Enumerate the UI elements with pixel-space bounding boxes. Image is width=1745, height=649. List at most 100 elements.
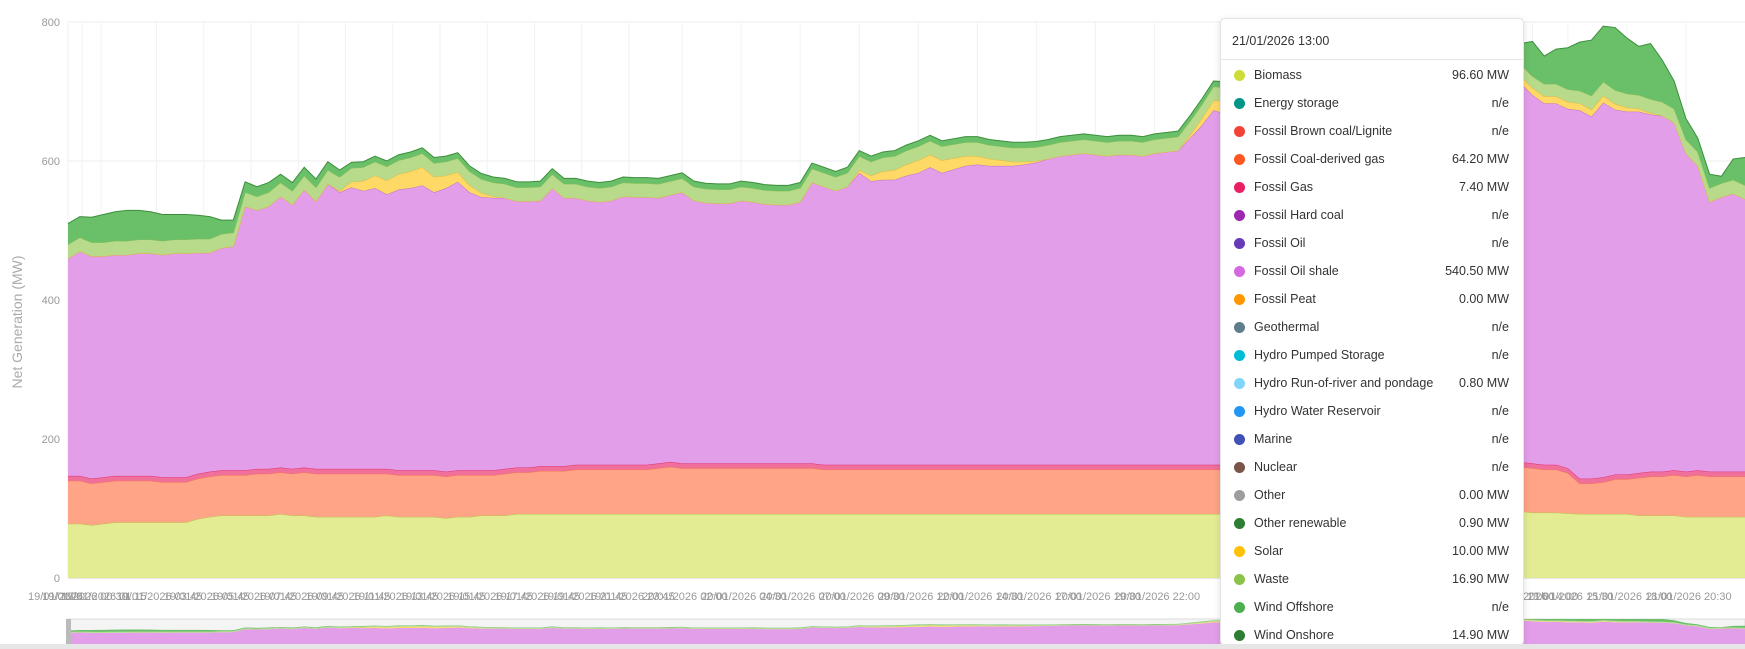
navigator-solar (68, 619, 1745, 633)
x-tick-label: 19/01/2026 01:15 (61, 591, 147, 603)
tooltip-row: Energy storage n/e (1221, 88, 1523, 116)
tooltip-row: Other 0.00 MW (1221, 480, 1523, 508)
tooltip-series-name: Fossil Brown coal/Lignite (1254, 124, 1393, 138)
tooltip: 21/01/2026 13:00 Biomass 96.60 MW Energy s… (1220, 18, 1524, 646)
tooltip-series-name: Fossil Oil shale (1254, 264, 1339, 278)
tooltip-series-name: Wind Offshore (1254, 600, 1334, 614)
tooltip-row: Wind Onshore 14.90 MW (1221, 620, 1523, 645)
x-tick-label: 20/01/2026 17:00 (996, 591, 1082, 603)
tooltip-series-value: 0.00 MW (1458, 292, 1509, 306)
area-waste (68, 64, 1745, 259)
legend-dot-icon (1234, 630, 1245, 641)
tooltip-series-name: Energy storage (1254, 96, 1339, 110)
x-tick-label: 20/01/2026 19:30 (1055, 591, 1141, 603)
tooltip-series-value: 64.20 MW (1452, 152, 1509, 166)
navigator-wind-onshore (68, 619, 1745, 632)
navigator-waste (68, 619, 1745, 633)
x-tick-label: 20/01/2026 12:00 (878, 591, 964, 603)
x-tick-label: 19/01/2026 23:45 (589, 591, 675, 603)
x-tick-label: 19/01/2026 00:30 (42, 591, 128, 603)
x-tick-label: 19/01/2026 15:45 (400, 591, 486, 603)
y-tick-label: 600 (42, 156, 60, 168)
legend-dot-icon (1234, 210, 1245, 221)
x-tick-label: 20/01/2026 09:30 (819, 591, 905, 603)
tooltip-row: Solar 10.00 MW (1221, 536, 1523, 564)
tooltip-series-value: n/e (1491, 208, 1509, 222)
legend-dot-icon (1234, 518, 1245, 529)
y-tick-label: 800 (42, 17, 60, 29)
tooltip-row: Wind Offshore n/e (1221, 592, 1523, 620)
legend-dot-icon (1234, 574, 1245, 585)
tooltip-series-name: Solar (1254, 544, 1284, 558)
tooltip-series-name: Other renewable (1254, 516, 1347, 530)
tooltip-series-value: 7.40 MW (1458, 180, 1509, 194)
y-tick-label: 0 (54, 573, 60, 585)
tooltip-row: Fossil Oil n/e (1221, 228, 1523, 256)
area-wind-onshore (68, 26, 1745, 245)
x-tick-label: 19/01/2026 09:45 (258, 591, 344, 603)
legend-dot-icon (1234, 294, 1245, 305)
y-axis: 0 200 400 600 800 (42, 17, 60, 585)
legend-dot-icon (1234, 266, 1245, 277)
x-tick-label: 20/01/2026 07:00 (760, 591, 846, 603)
navigator-handle-left[interactable] (66, 619, 71, 644)
y-axis-label: Net Generation (MW) (9, 255, 25, 388)
tooltip-series-name: Other (1254, 488, 1286, 502)
tooltip-row: Other renewable 0.90 MW (1221, 508, 1523, 536)
x-tick-label: 20/01/2026 22:00 (1115, 591, 1201, 603)
tooltip-series-value: n/e (1491, 432, 1509, 446)
x-tick-label: 19/01/2026 07:45 (211, 591, 297, 603)
legend-dot-icon (1234, 490, 1245, 501)
tooltip-series-value: 14.90 MW (1452, 628, 1509, 642)
tooltip-rows: Biomass 96.60 MW Energy storage n/e Fossil B… (1221, 60, 1523, 645)
legend-dot-icon (1234, 602, 1245, 613)
x-tick-label: 19/01/2026 21:45 (542, 591, 628, 603)
tooltip-row: Hydro Run-of-river and pondage 0.80 MW (1221, 368, 1523, 396)
tooltip-series-name: Hydro Pumped Storage (1254, 348, 1385, 362)
tooltip-series-name: Fossil Coal-derived gas (1254, 152, 1385, 166)
tooltip-row: Biomass 96.60 MW (1221, 60, 1523, 88)
legend-dot-icon (1234, 126, 1245, 137)
legend-dot-icon (1234, 98, 1245, 109)
tooltip-series-value: n/e (1491, 348, 1509, 362)
scrollbar-track[interactable] (0, 644, 1745, 649)
legend-dot-icon (1234, 182, 1245, 193)
tooltip-row: Nuclear n/e (1221, 452, 1523, 480)
x-tick-label: 21/01/2026 20:30 (1646, 591, 1732, 603)
tooltip-row: Fossil Brown coal/Lignite n/e (1221, 116, 1523, 144)
tooltip-row: Fossil Peat 0.00 MW (1221, 284, 1523, 312)
x-tick-label: 19/01/2026 11:45 (306, 591, 391, 603)
tooltip-series-name: Geothermal (1254, 320, 1320, 334)
x-tick-label: 19/01/2026 13:45 (353, 591, 439, 603)
legend-dot-icon (1234, 322, 1245, 333)
legend-dot-icon (1234, 154, 1245, 165)
tooltip-series-name: Waste (1254, 572, 1289, 586)
tooltip-series-value: 0.80 MW (1458, 376, 1509, 390)
x-tick-label: 20/01/2026 02:00 (642, 591, 728, 603)
tooltip-series-value: 0.00 MW (1458, 488, 1509, 502)
legend-dot-icon (1234, 434, 1245, 445)
x-tick-label: 21/01/2026 18:00 (1587, 591, 1673, 603)
tooltip-series-value: 16.90 MW (1452, 572, 1509, 586)
tooltip-series-value: n/e (1491, 404, 1509, 418)
tooltip-series-name: Hydro Run-of-river and pondage (1254, 376, 1434, 390)
x-tick-label: 19/01/2026 05:45 (164, 591, 250, 603)
x-tick-label: 19/01/2026 19:45 (494, 591, 580, 603)
y-tick-label: 400 (42, 295, 60, 307)
legend-dot-icon (1234, 238, 1245, 249)
tooltip-row: Hydro Pumped Storage n/e (1221, 340, 1523, 368)
tooltip-series-name: Hydro Water Reservoir (1254, 404, 1381, 418)
tooltip-series-value: n/e (1491, 600, 1509, 614)
x-tick-label: 19/01/2026 17:45 (447, 591, 533, 603)
y-tick-label: 200 (42, 434, 60, 446)
tooltip-series-value: n/e (1491, 124, 1509, 138)
legend-dot-icon (1234, 462, 1245, 473)
legend-dot-icon (1234, 406, 1245, 417)
tooltip-series-value: n/e (1491, 96, 1509, 110)
tooltip-series-name: Wind Onshore (1254, 628, 1334, 642)
legend-dot-icon (1234, 350, 1245, 361)
tooltip-row: Waste 16.90 MW (1221, 564, 1523, 592)
tooltip-series-value: 0.90 MW (1458, 516, 1509, 530)
legend-dot-icon (1234, 70, 1245, 81)
legend-dot-icon (1234, 546, 1245, 557)
